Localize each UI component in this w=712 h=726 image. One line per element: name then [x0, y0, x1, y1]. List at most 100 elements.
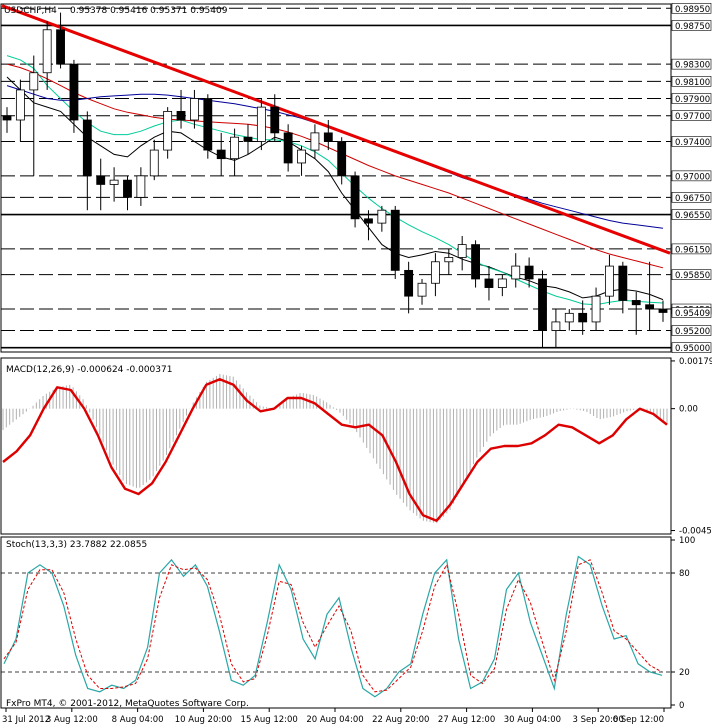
price-level-label: 0.97000: [675, 172, 710, 182]
candle: [256, 98, 266, 151]
candle-body: [42, 29, 52, 74]
candle: [430, 253, 440, 297]
candle-body: [578, 312, 588, 323]
candle-body: [551, 321, 561, 331]
candle-body: [658, 308, 668, 313]
ohlc-header: 0.95378 0.95416 0.95371 0.95409: [70, 6, 228, 16]
price-panel-frame: [0, 3, 672, 353]
candle: [524, 257, 534, 288]
stochastic-title: Stoch(13,3,3) 23.7882 22.0855: [6, 540, 147, 550]
candle-body: [524, 265, 534, 280]
candle-body: [350, 175, 360, 220]
copyright-text: FxPro MT4, © 2001-2012, MetaQuotes Softw…: [6, 699, 249, 709]
price-level-label: 0.95000: [675, 344, 710, 354]
candle-body: [430, 261, 440, 284]
stochastic-tick-label: 80: [679, 569, 690, 579]
candle-body: [591, 295, 601, 323]
candle-body: [109, 179, 119, 185]
candle: [551, 309, 561, 348]
stochastic-panel: 100 80 20 0: [0, 536, 695, 711]
price-level-box: [671, 76, 712, 87]
candle-body: [29, 72, 39, 91]
candle-body: [283, 132, 293, 164]
candle: [605, 254, 614, 305]
time-tick-label: 8 Aug 04:00: [112, 715, 164, 725]
candle: [82, 111, 92, 211]
current-price-box: [671, 307, 712, 318]
candle-body: [390, 209, 400, 271]
candle: [578, 300, 588, 335]
time-tick-label: 20 Aug 04:00: [306, 715, 363, 725]
time-tick-label: 27 Aug 12:00: [438, 715, 495, 725]
candle: [538, 270, 547, 348]
candle-body: [511, 265, 521, 280]
candle-body: [270, 106, 280, 134]
candle: [176, 89, 186, 129]
candle-body: [497, 278, 507, 288]
stochastic-tick-label: 0: [679, 701, 684, 711]
candle-body: [176, 111, 186, 121]
candle-body: [564, 312, 574, 323]
time-tick-label: 6 Sep 12:00: [613, 715, 664, 725]
candle: [96, 158, 106, 211]
macd-signal-line: [2, 378, 668, 522]
price-level-box: [671, 325, 712, 336]
price-level-label: 0.97700: [675, 112, 710, 122]
time-tick-label: 30 Aug 04:00: [504, 715, 561, 725]
candle-body: [163, 111, 173, 151]
candle: [123, 175, 132, 211]
price-level-box: [671, 58, 712, 70]
candle-body: [203, 98, 213, 151]
candle-body: [297, 149, 306, 164]
candle-body: [605, 265, 614, 297]
candle-body: [484, 278, 494, 288]
current-price-label: 0.95409: [675, 309, 710, 319]
price-level-box: [671, 170, 712, 182]
price-level-label: 0.98950: [675, 5, 710, 15]
candle-body: [56, 29, 65, 65]
candle-body: [136, 175, 146, 198]
candle-body: [457, 244, 467, 258]
candle-body: [82, 119, 92, 177]
stochastic-panel-frame: [0, 536, 672, 709]
candle: [56, 12, 65, 69]
candle: [243, 124, 253, 155]
candle: [564, 309, 574, 331]
candle-body: [123, 179, 132, 198]
trendline: [1, 4, 671, 255]
price-level-label: 0.97400: [675, 138, 710, 148]
candle: [337, 137, 347, 185]
candle-body: [645, 304, 655, 310]
candle: [149, 139, 159, 181]
stochastic-tick-label: 100: [679, 536, 695, 546]
candle: [283, 124, 293, 172]
candle: [230, 128, 240, 176]
candle: [444, 248, 454, 275]
candle-body: [256, 106, 266, 142]
candle: [484, 266, 494, 301]
time-tick-label: 31 Jul 2012: [2, 715, 50, 725]
candle-body: [15, 89, 25, 121]
candle: [310, 124, 320, 159]
price-level-box: [671, 269, 712, 280]
price-level-box: [671, 243, 712, 255]
candle: [390, 205, 400, 279]
time-tick-label: 3 Aug 12:00: [46, 715, 98, 725]
candle: [297, 145, 306, 176]
price-level-label: 0.97900: [675, 95, 710, 105]
price-level-label: 0.95200: [675, 327, 710, 337]
candle-body: [618, 265, 628, 301]
moving-average-line: [6, 76, 664, 301]
price-level-box: [671, 110, 712, 122]
macd-tick-label: 0.00: [679, 405, 698, 415]
candle-body: [631, 300, 641, 306]
price-level-box: [671, 93, 712, 104]
price-level-box: [671, 20, 712, 31]
candle: [350, 171, 360, 228]
candle: [69, 59, 79, 133]
candle: [364, 210, 373, 241]
candle: [2, 107, 12, 133]
candle: [136, 167, 146, 206]
candle-body: [230, 136, 240, 160]
